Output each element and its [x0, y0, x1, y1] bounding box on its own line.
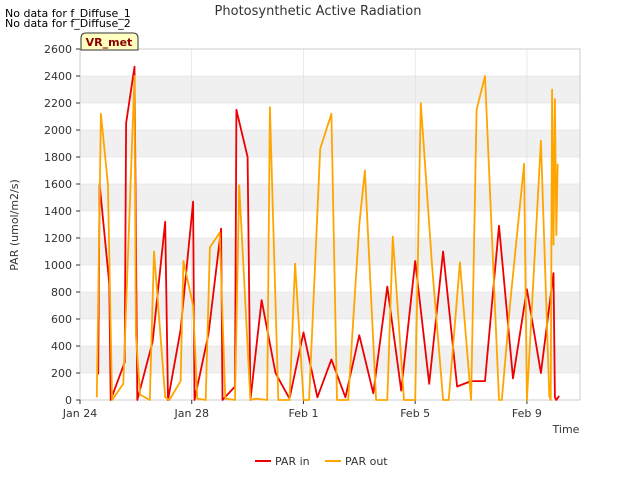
series-line-par-out [95, 75, 559, 401]
y-tick-label: 1000 [44, 259, 72, 272]
band-1800 [80, 130, 580, 157]
y-tick-label: 200 [51, 367, 72, 380]
chart-title: Photosynthetic Active Radiation [215, 4, 422, 19]
series-line-par-in [97, 65, 560, 401]
no-data-notice-diffuse-2: No data for f_Diffuse_2 [5, 17, 131, 30]
y-tick-label: 2600 [44, 43, 72, 56]
y-axis-ticks: 0 200 400 600 800 1000 1200 1400 1600 1800 2000 220… [44, 43, 80, 407]
y-tick-label: 2000 [44, 124, 72, 137]
legend: PAR in PAR out [255, 455, 388, 468]
y-tick-label: 2400 [44, 70, 72, 83]
y-tick-label: 1800 [44, 151, 72, 164]
no-data-notice-diffuse-1: No data for f_Diffuse_1 [5, 7, 131, 20]
plot-frame [79, 48, 581, 401]
band-600 [80, 292, 580, 319]
x-tick-label: Feb 5 [400, 407, 430, 420]
y-tick-label: 800 [51, 286, 72, 299]
y-tick-label: 600 [51, 313, 72, 326]
y-tick-label: 1400 [44, 205, 72, 218]
site-badge-label: VR_met [86, 36, 133, 49]
y-tick-label: 1200 [44, 232, 72, 245]
x-tick-label: Jan 28 [174, 407, 209, 420]
legend-label-par-in: PAR in [275, 455, 310, 468]
x-axis-ticks: Jan 24 Jan 28 Feb 1 Feb 5 Feb 9 [62, 400, 542, 420]
x-tick-label: Feb 9 [512, 407, 542, 420]
band-1400 [80, 184, 580, 211]
x-tick-label: Jan 24 [62, 407, 97, 420]
y-tick-label: 1600 [44, 178, 72, 191]
site-badge: VR_met [80, 32, 139, 51]
site-badge-box [80, 32, 139, 51]
y-tick-label: 0 [65, 394, 72, 407]
legend-label-par-out: PAR out [345, 455, 388, 468]
x-tick-label: Feb 1 [288, 407, 318, 420]
series-lines [95, 65, 560, 401]
y-tick-label: 2200 [44, 97, 72, 110]
y-axis-label: PAR (umol/m2/s) [8, 179, 21, 271]
y-tick-label: 400 [51, 340, 72, 353]
band-2200 [80, 76, 580, 103]
x-axis-label: Time [552, 423, 580, 436]
